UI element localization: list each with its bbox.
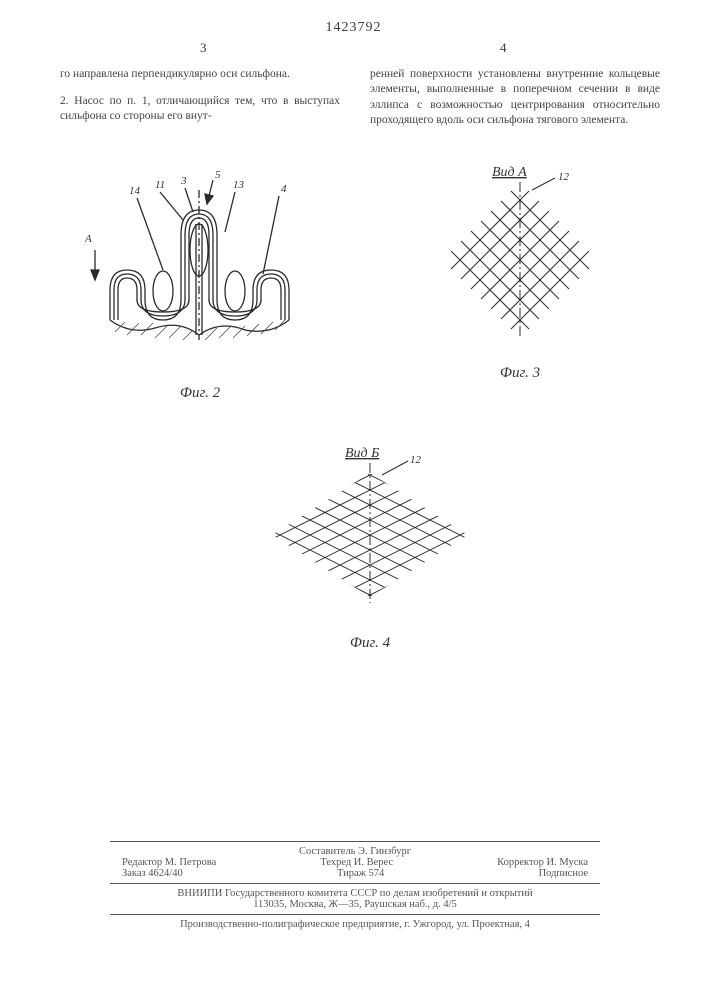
footer-org: ВНИИПИ Государственного комитета СССР по… bbox=[110, 888, 600, 899]
footer-order: Заказ 4624/40 bbox=[122, 868, 183, 879]
text-column-right: ренней поверхности установлены внутренни… bbox=[370, 55, 660, 140]
footer-sub: Подписное bbox=[539, 868, 588, 879]
figure-4-ref-12: 12 bbox=[410, 454, 422, 466]
footer-techred: Техред И. Верес bbox=[320, 857, 393, 868]
figure-3: Вид А 12 Фиг. 3 bbox=[420, 160, 620, 380]
figure-2: А 14 11 3 5 13 4 Фиг. 2 bbox=[85, 160, 315, 380]
figure-2-caption: Фиг. 2 bbox=[85, 385, 315, 402]
footer-address2: Производственно-полиграфическое предприя… bbox=[110, 919, 600, 930]
fig2-label-14: 14 bbox=[129, 185, 141, 197]
fig2-label-3: 3 bbox=[180, 175, 187, 187]
figure-3-caption: Фиг. 3 bbox=[420, 365, 620, 382]
footer-address1: 113035, Москва, Ж—35, Раушская наб., д. … bbox=[110, 899, 600, 910]
footer-block: Составитель Э. Гинзбург Редактор М. Петр… bbox=[110, 837, 600, 930]
fig2-label-4: 4 bbox=[281, 183, 287, 195]
left-paragraph-1: го направлена перпендикулярно оси сильфо… bbox=[60, 67, 340, 83]
column-number-left: 3 bbox=[200, 40, 207, 56]
footer-editor: Редактор М. Петрова bbox=[122, 857, 216, 868]
figure-3-ref-12: 12 bbox=[558, 171, 570, 183]
figure-4-view-label: Вид Б bbox=[345, 446, 379, 461]
text-column-left: го направлена перпендикулярно оси сильфо… bbox=[60, 55, 340, 136]
fig2-label-11: 11 bbox=[155, 179, 165, 191]
right-paragraph-1: ренней поверхности установлены внутренни… bbox=[370, 67, 660, 129]
footer-compiler: Составитель Э. Гинзбург bbox=[110, 846, 600, 857]
left-paragraph-2: 2. Насос по п. 1, отличающийся тем, что … bbox=[60, 94, 340, 125]
figure-4-svg: Вид Б 12 bbox=[260, 440, 480, 630]
footer-corrector: Корректор И. Муска bbox=[497, 857, 588, 868]
figure-3-view-label: Вид А bbox=[492, 165, 527, 180]
figure-3-svg: Вид А 12 bbox=[420, 160, 620, 360]
column-number-right: 4 bbox=[500, 40, 507, 56]
figure-2-svg: А 14 11 3 5 13 4 bbox=[85, 160, 315, 380]
fig2-label-5: 5 bbox=[215, 169, 221, 181]
patent-number: 1423792 bbox=[0, 20, 707, 36]
fig2-label-A: А bbox=[85, 233, 92, 245]
figure-4: Вид Б 12 Фиг. 4 bbox=[260, 440, 480, 660]
footer-tiraj: Тираж 574 bbox=[337, 868, 384, 879]
fig2-label-13: 13 bbox=[233, 179, 245, 191]
figure-4-caption: Фиг. 4 bbox=[260, 635, 480, 652]
